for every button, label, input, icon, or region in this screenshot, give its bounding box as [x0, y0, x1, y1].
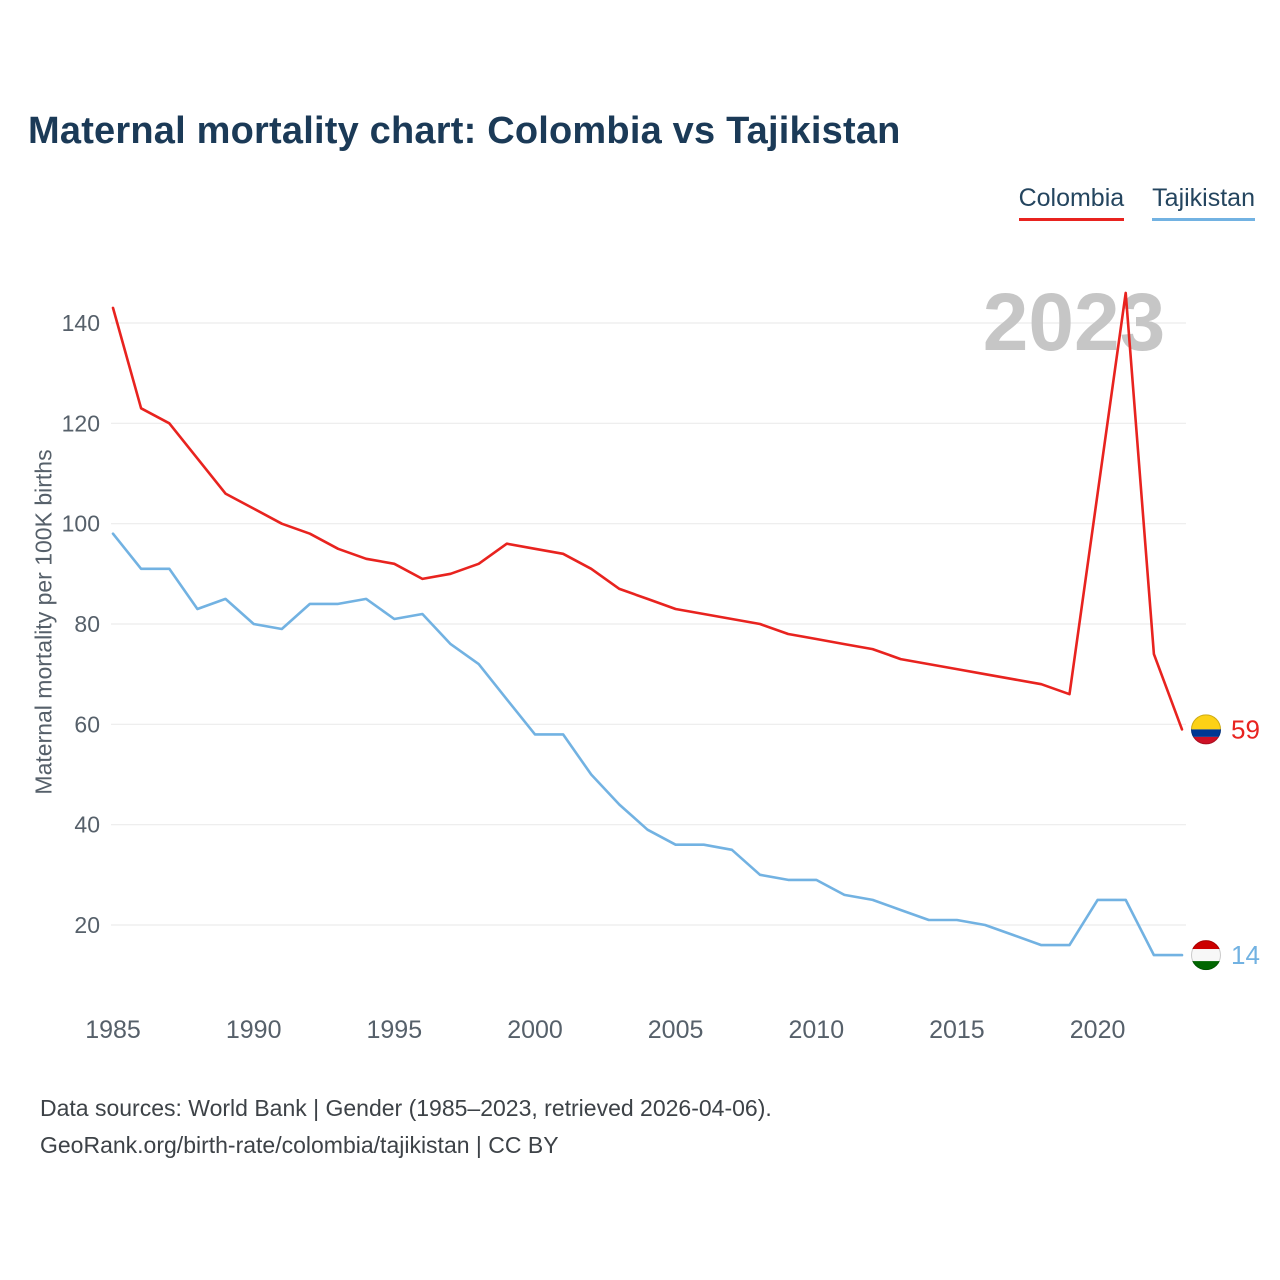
- x-tick-label-2010: 2010: [788, 1016, 844, 1044]
- y-tick-label-60: 60: [74, 711, 100, 737]
- x-tick-label-1995: 1995: [366, 1016, 422, 1044]
- colombia-flag-icon-border: [1191, 714, 1221, 745]
- y-tick-label-120: 120: [62, 410, 100, 436]
- x-tick-label-2000: 2000: [507, 1016, 563, 1044]
- page-title: Maternal mortality chart: Colombia vs Ta…: [28, 110, 901, 152]
- end-value-tajikistan: 14: [1231, 940, 1260, 970]
- tajikistan-flag-icon: [1191, 940, 1221, 971]
- flag-stripe: [1191, 940, 1221, 950]
- flag-stripe: [1191, 729, 1221, 737]
- legend-item-colombia[interactable]: Colombia: [1018, 184, 1125, 221]
- colombia-flag-icon: [1191, 714, 1221, 745]
- end-value-colombia: 59: [1231, 714, 1260, 744]
- y-tick-label-100: 100: [62, 511, 100, 537]
- y-tick-label-140: 140: [62, 310, 100, 336]
- legend: Colombia Tajikistan: [1018, 184, 1255, 221]
- footer: Data sources: World Bank | Gender (1985–…: [40, 1090, 772, 1164]
- line-colombia: [111, 291, 1184, 731]
- flag-stripe: [1191, 736, 1221, 745]
- x-tick-label-1985: 1985: [85, 1016, 141, 1044]
- y-tick-label-80: 80: [74, 611, 100, 637]
- footer-data-sources: Data sources: World Bank | Gender (1985–…: [40, 1095, 772, 1121]
- footer-attribution: GeoRank.org/birth-rate/colombia/tajikist…: [40, 1132, 559, 1158]
- y-tick-label-20: 20: [74, 912, 100, 938]
- x-tick-label-1990: 1990: [226, 1016, 282, 1044]
- tajikistan-flag-icon-border: [1191, 940, 1221, 971]
- x-tick-label-2015: 2015: [929, 1016, 985, 1044]
- flag-stripe: [1191, 961, 1221, 971]
- x-tick-label-2020: 2020: [1070, 1016, 1126, 1044]
- legend-item-tajikistan[interactable]: Tajikistan: [1152, 184, 1255, 221]
- flag-stripe: [1191, 949, 1221, 962]
- y-tick-label-40: 40: [74, 812, 100, 838]
- watermark-year: 2023: [983, 277, 1165, 368]
- line-tajikistan: [111, 532, 1184, 957]
- x-tick-label-2005: 2005: [648, 1016, 704, 1044]
- y-axis-title: Maternal mortality per 100K births: [30, 449, 57, 795]
- flag-stripe: [1191, 714, 1221, 730]
